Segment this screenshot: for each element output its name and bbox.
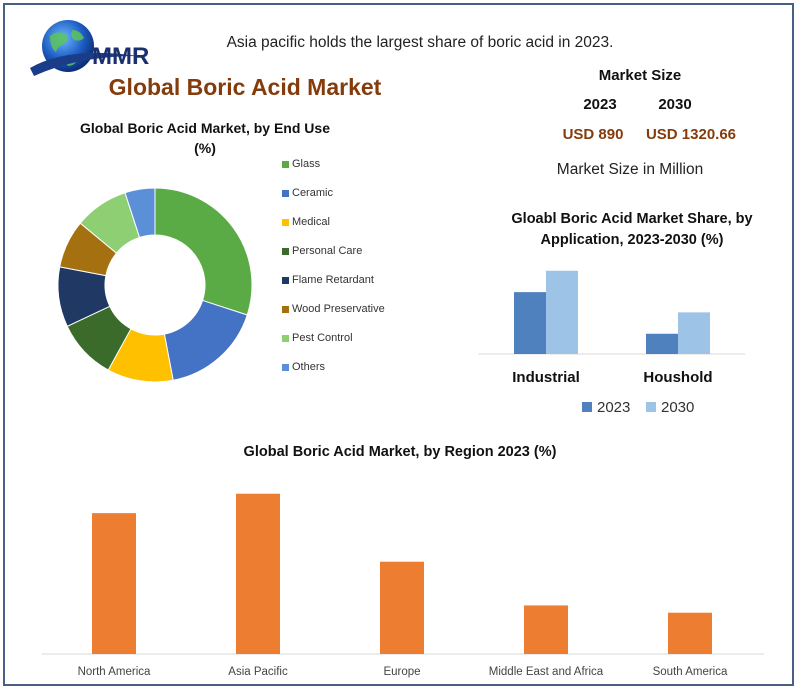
page-frame bbox=[3, 3, 794, 686]
market-size-value-2023: USD 890 bbox=[562, 126, 624, 143]
market-size-year-2023: 2023 bbox=[583, 96, 617, 113]
category-label-asia-pacific: Asia Pacific bbox=[228, 666, 288, 678]
legend-swatch bbox=[282, 248, 289, 255]
bar-houshold-2023 bbox=[646, 333, 678, 354]
headline: Asia pacific holds the largest share of … bbox=[226, 34, 614, 51]
bar-europe bbox=[380, 561, 424, 654]
end-use-donut-chart bbox=[57, 187, 253, 383]
mmr-logo: MMR bbox=[28, 16, 168, 82]
legend-swatch bbox=[282, 306, 289, 313]
market-size-value-2030: USD 1320.66 bbox=[645, 126, 737, 143]
market-size-title: Market Size bbox=[598, 67, 682, 84]
legend-label: Ceramic bbox=[292, 187, 333, 199]
region-bar-chart: North America Asia Pacific Europe Middle Ea… bbox=[42, 493, 764, 678]
page-title: Global Boric Acid Market bbox=[108, 74, 382, 100]
category-label-north-america: North America bbox=[78, 666, 151, 678]
market-size-unit-note: Market Size in Million bbox=[556, 161, 704, 178]
legend-swatch bbox=[282, 277, 289, 284]
bar-industrial-2030 bbox=[546, 270, 578, 354]
legend-label: Medical bbox=[292, 216, 330, 228]
legend-label-2030: 2030 bbox=[661, 399, 694, 416]
legend-label: Others bbox=[292, 361, 326, 373]
category-label-industrial: Industrial bbox=[512, 369, 580, 386]
bar-industrial-2023 bbox=[514, 292, 546, 354]
legend-swatch bbox=[282, 335, 289, 342]
application-bar-chart: Industrial Houshold 2023 2030 bbox=[478, 270, 745, 416]
end-use-chart-title: Global Boric Acid Market, by End Use (%) bbox=[80, 120, 330, 156]
legend-label: Personal Care bbox=[292, 245, 363, 257]
bar-asia-pacific bbox=[236, 493, 280, 654]
legend-swatch bbox=[282, 190, 289, 197]
category-label-middle-east-and-africa: Middle East and Africa bbox=[489, 666, 604, 678]
legend-label: Pest Control bbox=[292, 332, 353, 344]
category-label-houshold: Houshold bbox=[643, 369, 712, 386]
region-chart-title: Global Boric Acid Market, by Region 2023… bbox=[243, 444, 557, 460]
legend-label: Wood Preservative bbox=[292, 303, 385, 315]
legend-swatch-2030 bbox=[646, 402, 656, 412]
legend-swatch bbox=[282, 161, 289, 168]
bar-south-america bbox=[668, 612, 712, 654]
legend-label: Glass bbox=[292, 158, 321, 170]
legend-swatch-2023 bbox=[582, 402, 592, 412]
category-label-south-america: South America bbox=[653, 666, 728, 678]
bar-middle-east-and-africa bbox=[524, 605, 568, 654]
donut-slice-ceramic bbox=[163, 299, 248, 381]
bar-north-america bbox=[92, 513, 136, 654]
legend-swatch bbox=[282, 219, 289, 226]
bar-houshold-2030 bbox=[678, 312, 710, 354]
legend-swatch bbox=[282, 364, 289, 371]
donut-slice-glass bbox=[154, 187, 253, 316]
legend-label-2023: 2023 bbox=[597, 399, 630, 416]
application-chart-title: Gloabl Boric Acid Market Share, by Appli… bbox=[511, 211, 753, 248]
market-size-year-2030: 2030 bbox=[658, 96, 692, 113]
category-label-europe: Europe bbox=[383, 666, 420, 678]
logo-text: MMR bbox=[92, 43, 149, 70]
legend-label: Flame Retardant bbox=[292, 274, 374, 286]
donut-slice-others bbox=[124, 187, 156, 239]
